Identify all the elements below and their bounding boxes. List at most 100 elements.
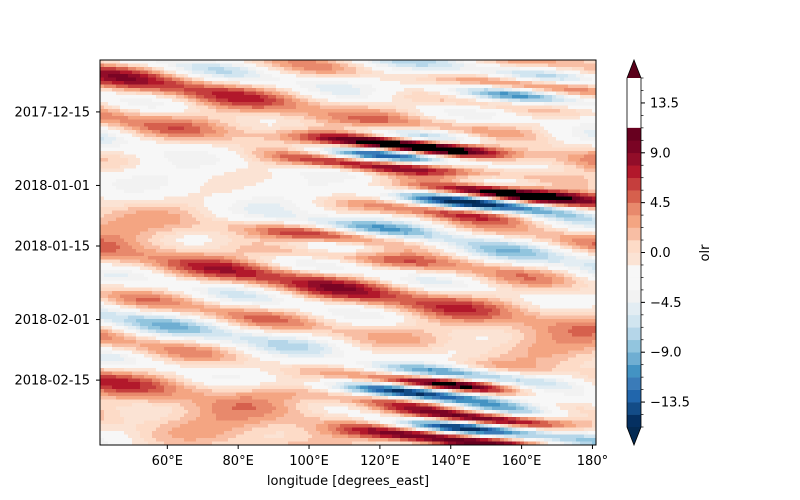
heatmap-cell xyxy=(572,193,577,198)
heatmap-cell xyxy=(568,147,573,152)
heatmap-cell xyxy=(248,105,253,110)
heatmap-cell xyxy=(124,105,129,110)
heatmap-cell xyxy=(144,105,149,110)
heatmap-cell xyxy=(148,196,153,201)
heatmap-cell xyxy=(236,81,241,86)
heatmap-cell xyxy=(380,67,385,72)
heatmap-cell xyxy=(192,123,197,128)
heatmap-cell xyxy=(204,154,209,159)
heatmap-cell xyxy=(520,165,525,170)
heatmap-cell xyxy=(116,74,121,79)
heatmap-cell xyxy=(468,81,473,86)
heatmap-cell xyxy=(532,151,537,156)
heatmap-cell xyxy=(404,105,409,110)
heatmap-cell xyxy=(396,154,401,159)
heatmap-cell xyxy=(200,193,205,198)
heatmap-cell xyxy=(188,172,193,177)
heatmap-cell xyxy=(408,133,413,138)
heatmap-cell xyxy=(372,70,377,75)
heatmap-cell xyxy=(240,88,245,93)
heatmap-cell xyxy=(128,144,133,149)
heatmap-cell xyxy=(180,165,185,170)
heatmap-cell xyxy=(428,179,433,184)
heatmap-cell xyxy=(336,123,341,128)
heatmap-cell xyxy=(208,63,213,68)
heatmap-cell xyxy=(380,144,385,149)
heatmap-cell xyxy=(468,119,473,124)
heatmap-cell xyxy=(492,63,497,68)
heatmap-cell xyxy=(148,109,153,114)
heatmap-cell xyxy=(380,130,385,135)
heatmap-cell xyxy=(148,137,153,142)
heatmap-cell xyxy=(520,116,525,121)
heatmap-cell xyxy=(436,63,441,68)
heatmap-cell xyxy=(352,91,357,96)
heatmap-cell xyxy=(208,81,213,86)
heatmap-cell xyxy=(312,175,317,180)
heatmap-cell xyxy=(468,126,473,131)
heatmap-cell xyxy=(152,144,157,149)
heatmap-cell xyxy=(252,74,257,79)
heatmap-cell xyxy=(424,168,429,173)
heatmap-cell xyxy=(304,147,309,152)
heatmap-cell xyxy=(100,112,105,117)
heatmap-cell xyxy=(172,147,177,152)
heatmap-cell xyxy=(348,119,353,124)
heatmap-cell xyxy=(140,74,145,79)
heatmap-cell xyxy=(316,84,321,89)
heatmap-cell xyxy=(136,109,141,114)
heatmap-cell xyxy=(232,63,237,68)
heatmap-cell xyxy=(572,95,577,100)
heatmap-cell xyxy=(192,133,197,138)
heatmap-cell xyxy=(340,147,345,152)
heatmap-cell xyxy=(296,119,301,124)
heatmap-cell xyxy=(544,102,549,107)
heatmap-cell xyxy=(544,105,549,110)
heatmap-cell xyxy=(480,98,485,103)
heatmap-cell xyxy=(416,60,421,65)
heatmap-cell xyxy=(260,151,265,156)
heatmap-cell xyxy=(592,102,596,107)
heatmap-cell xyxy=(256,130,261,135)
heatmap-cell xyxy=(480,105,485,110)
heatmap-cell xyxy=(356,151,361,156)
heatmap-cell xyxy=(252,119,257,124)
heatmap-cell xyxy=(440,81,445,86)
heatmap-cell xyxy=(136,186,141,191)
heatmap-cell xyxy=(572,196,577,201)
heatmap-cell xyxy=(496,60,501,65)
heatmap-cell xyxy=(560,161,565,166)
heatmap-cell xyxy=(108,140,113,145)
heatmap-cell xyxy=(452,74,457,79)
heatmap-cell xyxy=(148,144,153,149)
heatmap-cell xyxy=(112,196,117,201)
heatmap-cell xyxy=(104,67,109,72)
heatmap-cell xyxy=(160,63,165,68)
heatmap-cell xyxy=(192,67,197,72)
heatmap-cell xyxy=(300,126,305,131)
heatmap-cell xyxy=(584,137,589,142)
heatmap-cell xyxy=(212,119,217,124)
heatmap-cell xyxy=(440,119,445,124)
heatmap-cell xyxy=(312,70,317,75)
heatmap-cell xyxy=(336,67,341,72)
heatmap-cell xyxy=(436,182,441,187)
heatmap-cell xyxy=(312,196,317,201)
heatmap-cell xyxy=(560,63,565,68)
heatmap-cell xyxy=(484,91,489,96)
heatmap-cell xyxy=(536,70,541,75)
heatmap-cell xyxy=(564,98,569,103)
heatmap-cell xyxy=(108,137,113,142)
heatmap-cell xyxy=(548,172,553,177)
heatmap-cell xyxy=(568,112,573,117)
heatmap-cell xyxy=(188,137,193,142)
heatmap-cell xyxy=(204,137,209,142)
heatmap-cell xyxy=(320,140,325,145)
heatmap-cell xyxy=(192,74,197,79)
heatmap-cell xyxy=(404,158,409,163)
heatmap-cell xyxy=(556,158,561,163)
heatmap-cell xyxy=(528,151,533,156)
heatmap-cell xyxy=(524,116,529,121)
heatmap-cell xyxy=(440,102,445,107)
heatmap-cell xyxy=(448,77,453,82)
